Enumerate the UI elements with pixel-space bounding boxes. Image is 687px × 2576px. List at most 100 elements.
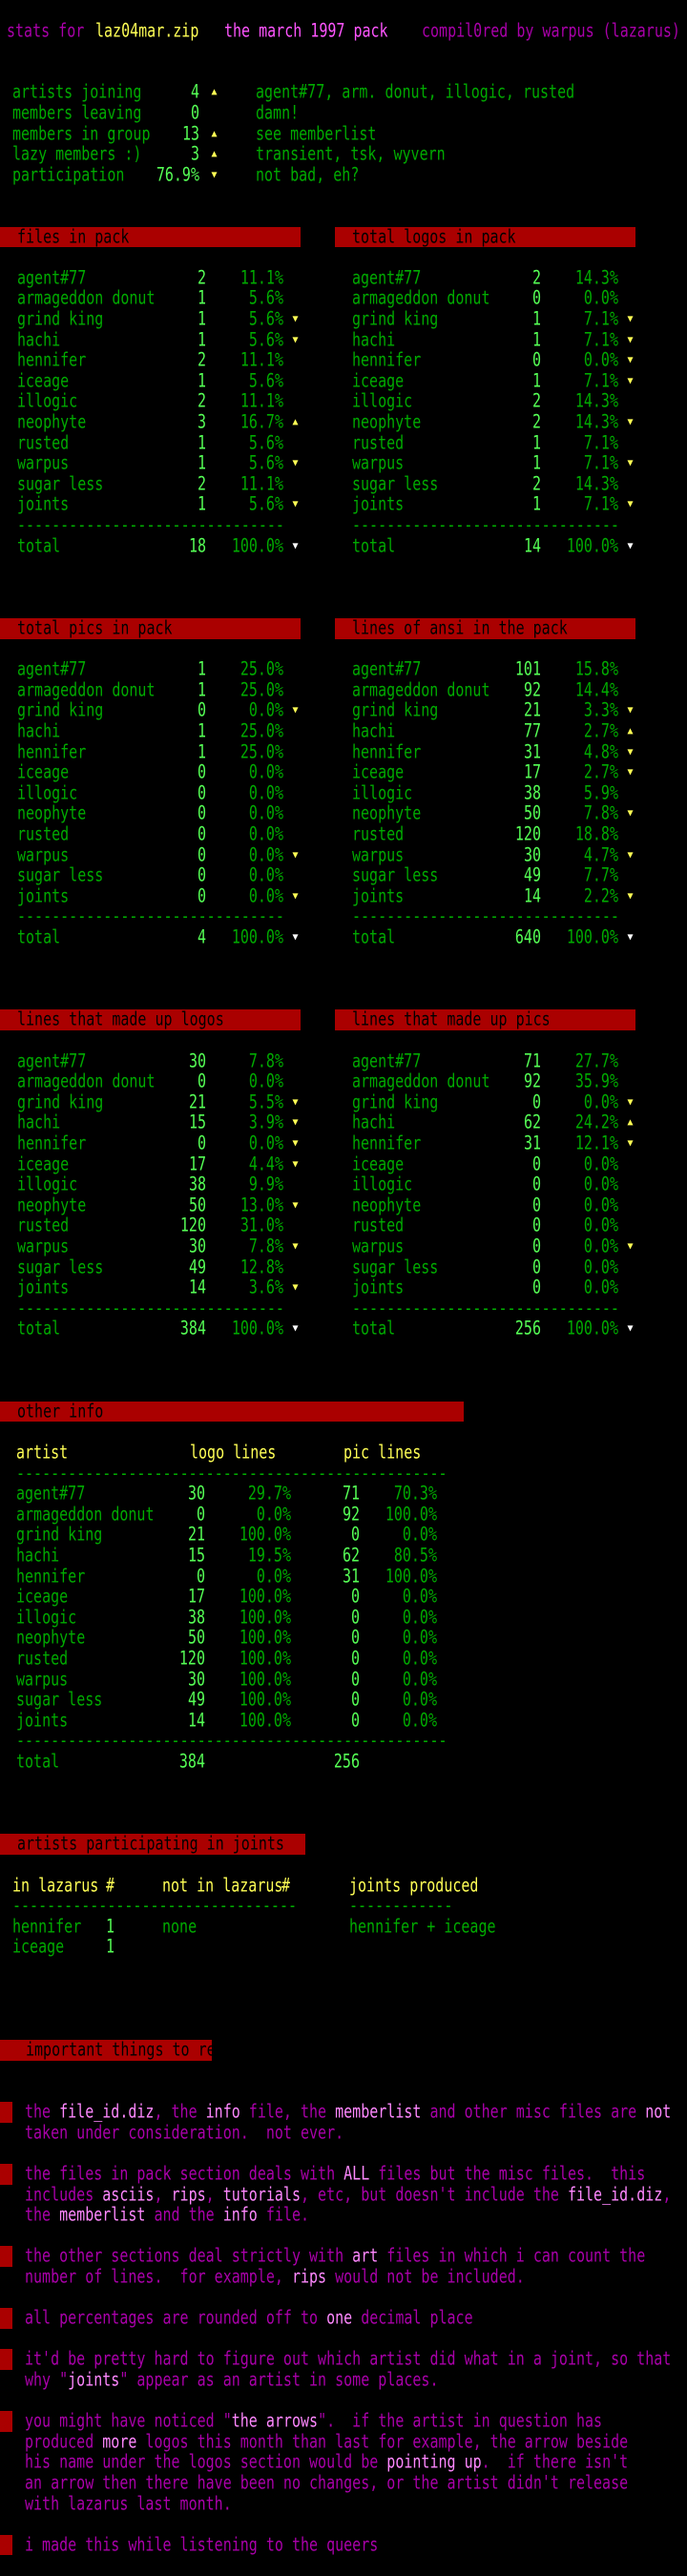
artist-percent: 0.0% (248, 1070, 283, 1092)
section-header-bar: lines that made up pics (335, 1008, 635, 1030)
highlighted-text: art (352, 2244, 379, 2267)
total-count: 18 (188, 533, 206, 557)
artist-count: 14 (523, 883, 541, 907)
artist-count: 71 (523, 1049, 541, 1072)
logo-lines-percent: 100.0% (239, 1626, 291, 1649)
artist-percent: 12.1% (574, 1132, 618, 1154)
arrow-up-icon: ▲ (211, 149, 218, 160)
highlighted-text: joints (68, 2368, 120, 2391)
artist-percent: 7.1% (583, 368, 618, 392)
note-text: it'd be pretty hard to figure out which … (25, 2347, 672, 2370)
total-label: total (17, 533, 61, 557)
joint-produced: hennifer + iceage (349, 1914, 496, 1938)
total-label: total (16, 1750, 60, 1773)
logo-lines-count: 50 (187, 1626, 205, 1649)
arrow-down-icon: ▼ (292, 890, 299, 902)
artist-percent: 7.1% (583, 492, 618, 515)
artist-name: hennifer (17, 739, 87, 763)
artist-name: illogic (17, 389, 78, 412)
artist-count: 1 (197, 657, 206, 680)
highlighted-text: asciis (102, 2182, 155, 2206)
artist-count: 1 (197, 739, 206, 763)
highlighted-text: rips (171, 2182, 206, 2206)
pic-lines-count: 71 (342, 1482, 360, 1505)
pic-lines-count: 0 (350, 1626, 360, 1649)
artist-name: rusted (17, 1214, 70, 1236)
artist-name: neophyte (17, 801, 87, 824)
column-header-joints-produced: joints produced (349, 1873, 479, 1897)
artist-count: 3 (197, 410, 206, 433)
artist-count: 0 (197, 883, 206, 907)
logo-lines-count: 30 (187, 1482, 205, 1505)
artist-count: 0 (197, 780, 206, 804)
summary-note: agent#77, arm. donut, illogic, rusted (256, 80, 575, 103)
pic-lines-percent: 0.0% (402, 1626, 437, 1649)
artist-name: agent#77 (16, 1482, 86, 1505)
artist-count: 1 (197, 327, 206, 351)
arrow-down-icon: ▼ (292, 932, 299, 943)
member-joint-count: 1 (106, 1914, 115, 1938)
artist-count: 92 (523, 1070, 541, 1092)
title-filename: laz04mar.zip (95, 18, 199, 42)
artist-name: warpus (16, 1667, 69, 1691)
artist-name: warpus (352, 842, 405, 866)
note-line: the files in pack section deals with ALL… (25, 2161, 645, 2188)
artist-percent: 5.6% (248, 368, 283, 392)
column-header-pic-lines: pic lines (344, 1441, 422, 1464)
artist-name: armageddon donut (352, 286, 490, 309)
total-count: 256 (514, 1317, 541, 1340)
artist-name: grind king (16, 1523, 103, 1546)
artist-count: 31 (523, 1132, 541, 1154)
artist-name: joints (16, 1708, 69, 1732)
note-text: file, the (239, 2100, 336, 2123)
note-text: taken under consideration. not ever. (25, 2120, 344, 2144)
artist-percent: 7.1% (583, 451, 618, 474)
artist-percent: 0.0% (248, 801, 283, 824)
summary-value: 4 (190, 80, 199, 103)
note-line: his name under the logos section would b… (25, 2449, 628, 2476)
note-text: , etc, but doesn't include the (301, 2182, 568, 2206)
bullet-marker (0, 2349, 12, 2370)
highlighted-text: memberlist (335, 2100, 422, 2123)
note-text: , the (154, 2100, 206, 2123)
pic-lines-count: 0 (350, 1523, 360, 1546)
total-percent: 100.0% (566, 1317, 618, 1340)
artist-name: rusted (352, 822, 405, 845)
total-percent: 100.0% (566, 925, 618, 948)
artist-percent: 11.1% (239, 265, 283, 289)
artist-percent: 0.0% (248, 1132, 283, 1154)
artist-percent: 12.8% (239, 1255, 283, 1278)
note-line: produced more logos this month than last… (25, 2429, 628, 2456)
summary-label: members leaving (12, 101, 142, 124)
artist-count: 0 (197, 760, 206, 783)
artist-percent: 3.6% (248, 1276, 283, 1298)
artist-count: 1 (197, 451, 206, 474)
artist-count: 1 (531, 368, 541, 392)
artist-percent: 0.0% (583, 1193, 618, 1216)
note-text: and the (145, 2203, 223, 2226)
artist-count: 0 (531, 1090, 541, 1113)
member-name: hennifer (12, 1914, 82, 1938)
total-label: total (17, 1317, 61, 1340)
pic-lines-count: 0 (350, 1708, 360, 1732)
artist-percent: 14.3% (574, 389, 618, 412)
note-text: " appear as an artist in some places. (119, 2368, 439, 2391)
artist-name: illogic (17, 780, 78, 804)
arrow-down-icon: ▼ (211, 169, 218, 180)
artist-count: 0 (197, 822, 206, 845)
bullet-marker (0, 2246, 12, 2267)
artist-count: 31 (523, 739, 541, 763)
note-text: why " (25, 2368, 69, 2391)
logo-lines-percent: 19.5% (247, 1544, 291, 1567)
summary-value: 76.9% (156, 162, 199, 186)
artist-count: 21 (523, 698, 541, 721)
section-header-bar: total logos in pack (335, 225, 635, 248)
arrow-down-icon: ▼ (292, 1241, 299, 1252)
pic-lines-percent: 100.0% (385, 1564, 437, 1588)
arrow-down-icon: ▼ (627, 890, 634, 902)
pic-lines-percent: 0.0% (402, 1688, 437, 1711)
summary-value: 0 (190, 101, 199, 124)
artist-name: sugar less (16, 1688, 103, 1711)
highlighted-text: pointing up (386, 2450, 482, 2473)
note-text: number of lines. for example, (25, 2265, 292, 2288)
